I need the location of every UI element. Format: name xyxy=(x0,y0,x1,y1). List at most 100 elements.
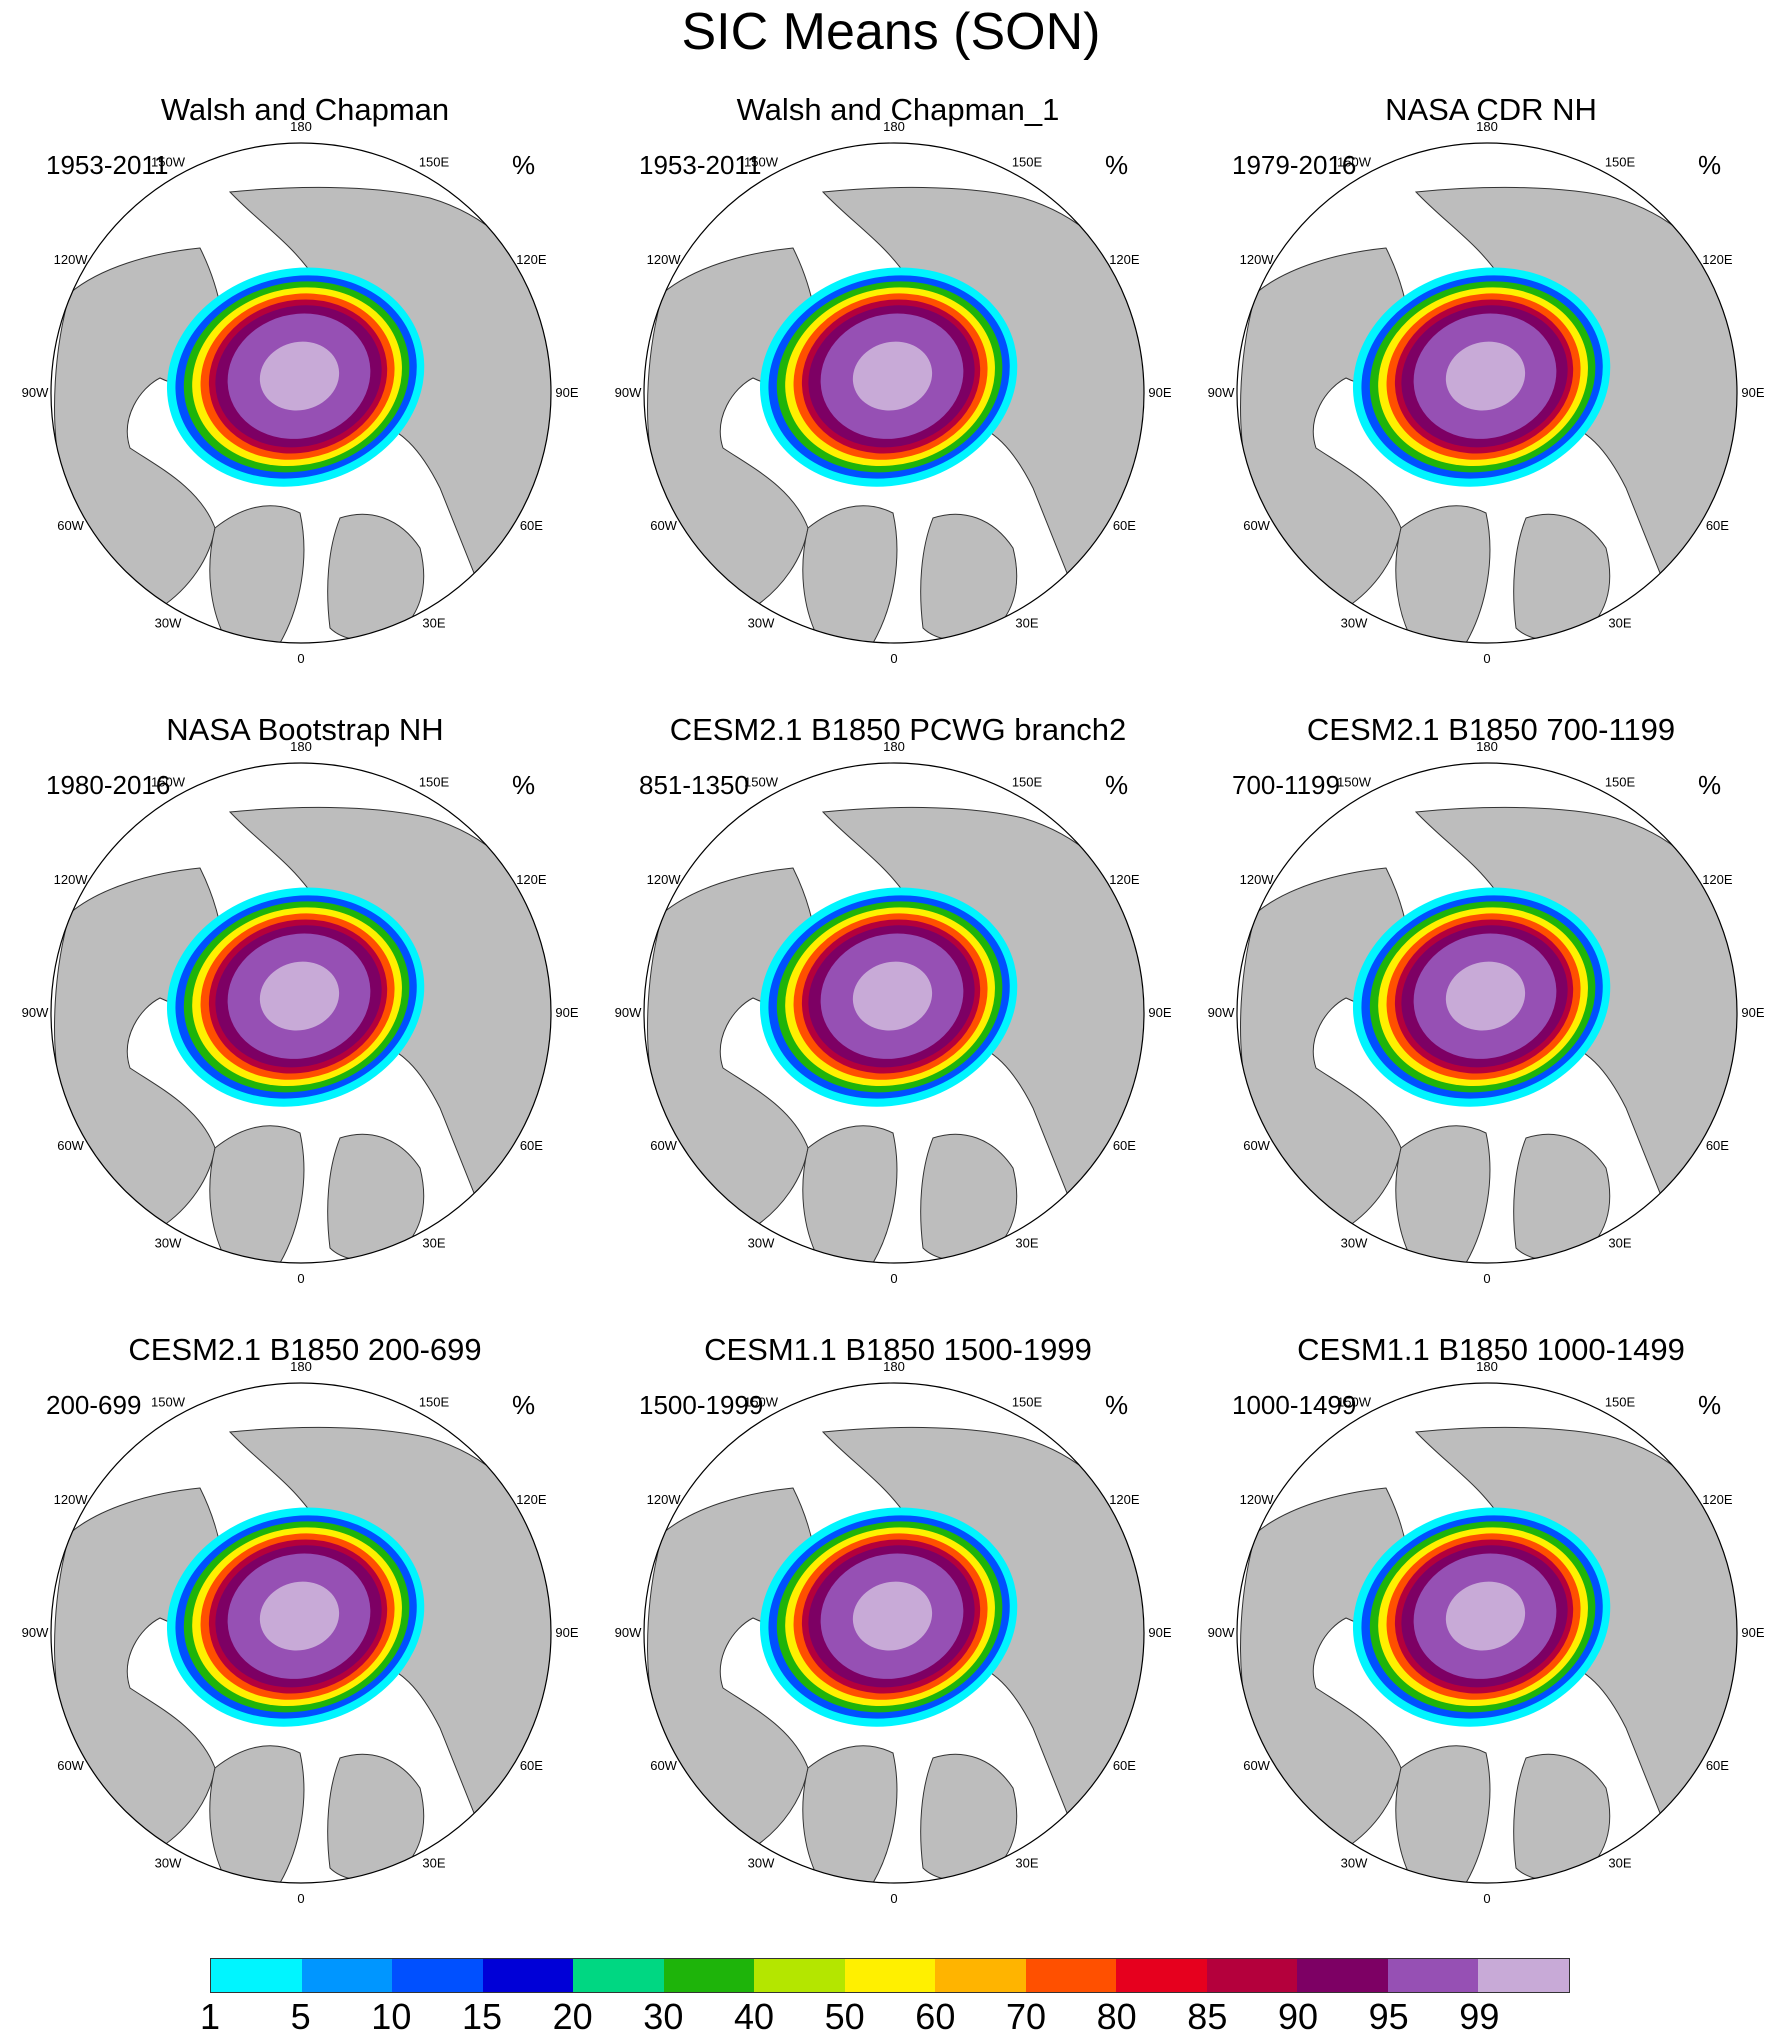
panel-units: % xyxy=(1698,770,1722,800)
land-mass xyxy=(209,1745,305,1883)
longitude-label: 120W xyxy=(1240,1492,1275,1507)
longitude-label: 150W xyxy=(1337,1395,1372,1410)
land-mass xyxy=(802,1125,898,1263)
panel-title: CESM2.1 B1850 700-1199 xyxy=(1306,712,1676,747)
longitude-label: 150W xyxy=(744,775,779,790)
colorbar xyxy=(210,1958,1570,1993)
longitude-label: 90W xyxy=(1208,1625,1235,1640)
longitude-label: 0 xyxy=(1483,1891,1490,1906)
colorbar-label: 90 xyxy=(1277,1996,1319,2037)
longitude-label: 150W xyxy=(151,1395,186,1410)
longitude-label: 150W xyxy=(1337,775,1372,790)
longitude-label: 0 xyxy=(1483,651,1490,666)
colorbar-label: 40 xyxy=(733,1996,775,2037)
panel-period: 1979-2016 xyxy=(1232,150,1357,180)
longitude-label: 90W xyxy=(615,385,642,400)
panel-units: % xyxy=(1105,770,1129,800)
map-panel: Walsh and Chapman_1 1953-2011% 180 150E 120E… xyxy=(603,88,1193,708)
longitude-label: 90E xyxy=(555,1005,578,1020)
longitude-label: 120W xyxy=(647,1492,682,1507)
longitude-label: 60E xyxy=(520,1758,543,1773)
longitude-label: 0 xyxy=(1483,1271,1490,1286)
longitude-label: 30W xyxy=(748,1855,775,1870)
longitude-label: 30E xyxy=(422,615,445,630)
longitude-label: 60E xyxy=(520,518,543,533)
colorbar-box xyxy=(754,1959,845,1992)
longitude-label: 90E xyxy=(1148,1005,1171,1020)
colorbar-label: 20 xyxy=(552,1996,593,2037)
longitude-label: 150W xyxy=(744,155,779,170)
colorbar-box xyxy=(1297,1959,1388,1992)
panel-title: CESM2.1 B1850 PCWG branch2 xyxy=(669,712,1127,747)
land-mass xyxy=(1395,1125,1491,1263)
colorbar-label: 5 xyxy=(290,1996,311,2037)
sea-ice-contour xyxy=(852,961,933,1031)
longitude-label: 90E xyxy=(1741,1625,1764,1640)
colorbar-box xyxy=(482,1959,574,1992)
longitude-label: 90W xyxy=(22,1625,49,1640)
longitude-label: 60E xyxy=(1113,1758,1136,1773)
panel-title: CESM2.1 B1850 200-699 xyxy=(128,1332,482,1367)
panel-title: Walsh and Chapman xyxy=(160,92,450,127)
map-boundary xyxy=(1236,762,1738,1264)
map-panels: Walsh and Chapman 1953-2011% 180 150E 120E 90… xyxy=(22,88,1782,1948)
land-mass xyxy=(1395,505,1491,643)
colorbar-box xyxy=(663,1959,755,1992)
polar-map: 180 150E 120E 90E 60E 30E 0 30W 60W 90W 120W 150W xyxy=(22,739,579,1286)
colorbar-box xyxy=(211,1959,302,1992)
longitude-label: 120E xyxy=(516,1492,547,1507)
colorbar-label: 95 xyxy=(1368,1996,1409,2037)
longitude-label: 180 xyxy=(1476,1359,1498,1374)
longitude-label: 60W xyxy=(650,518,677,533)
polar-map: 180 150E 120E 90E 60E 30E 0 30W 60W 90W 120W 150W xyxy=(615,1359,1172,1906)
longitude-label: 30E xyxy=(1608,1235,1631,1250)
sea-ice-contour xyxy=(259,961,340,1031)
land-mass xyxy=(209,505,305,643)
longitude-label: 90W xyxy=(22,1005,49,1020)
longitude-label: 30W xyxy=(155,1235,182,1250)
panel-period: 200-699 xyxy=(46,1390,142,1420)
longitude-label: 60E xyxy=(1113,1138,1136,1153)
longitude-label: 180 xyxy=(290,739,312,754)
colorbar-box xyxy=(844,1959,936,1992)
panel-period: 1000-1499 xyxy=(1232,1390,1357,1420)
longitude-label: 90E xyxy=(1741,385,1764,400)
panel-units: % xyxy=(1105,150,1129,180)
longitude-label: 60W xyxy=(57,518,84,533)
map-boundary xyxy=(1236,1382,1738,1884)
longitude-label: 60E xyxy=(1113,518,1136,533)
longitude-label: 60W xyxy=(57,1138,84,1153)
colorbar-label: 99 xyxy=(1459,1996,1500,2037)
longitude-label: 60E xyxy=(520,1138,543,1153)
longitude-label: 150E xyxy=(419,1395,450,1410)
colorbar-label: 60 xyxy=(915,1996,956,2037)
colorbar-box xyxy=(935,1959,1026,1992)
longitude-label: 180 xyxy=(883,1359,905,1374)
longitude-label: 150E xyxy=(1012,775,1043,790)
panel-period: 1953-2011 xyxy=(639,150,762,180)
colorbar-label: 30 xyxy=(643,1996,684,2037)
map-panel: CESM1.1 B1850 1000-1499 1000-1499% 180 150E… xyxy=(1196,1328,1782,1948)
land-mass xyxy=(209,1125,305,1263)
longitude-label: 180 xyxy=(1476,119,1498,134)
longitude-label: 0 xyxy=(297,1271,304,1286)
longitude-label: 180 xyxy=(1476,739,1498,754)
panel-units: % xyxy=(512,150,536,180)
panel-units: % xyxy=(1698,1390,1722,1420)
panel-period: 851-1350 xyxy=(639,770,749,800)
land-mass xyxy=(802,505,898,643)
colorbar-box xyxy=(573,1959,664,1992)
longitude-label: 150E xyxy=(1012,155,1043,170)
map-boundary xyxy=(643,762,1145,1264)
colorbar-box xyxy=(392,1959,483,1992)
panel-title: CESM1.1 B1850 1500-1999 xyxy=(704,1332,1092,1367)
longitude-label: 180 xyxy=(883,739,905,754)
map-boundary xyxy=(643,142,1145,644)
longitude-label: 60W xyxy=(650,1138,677,1153)
longitude-label: 120E xyxy=(1702,1492,1733,1507)
longitude-label: 120W xyxy=(647,252,682,267)
longitude-label: 120W xyxy=(54,872,89,887)
sea-ice-contour xyxy=(1445,961,1526,1031)
longitude-label: 120E xyxy=(516,872,547,887)
panel-title: NASA CDR NH xyxy=(1385,92,1597,127)
